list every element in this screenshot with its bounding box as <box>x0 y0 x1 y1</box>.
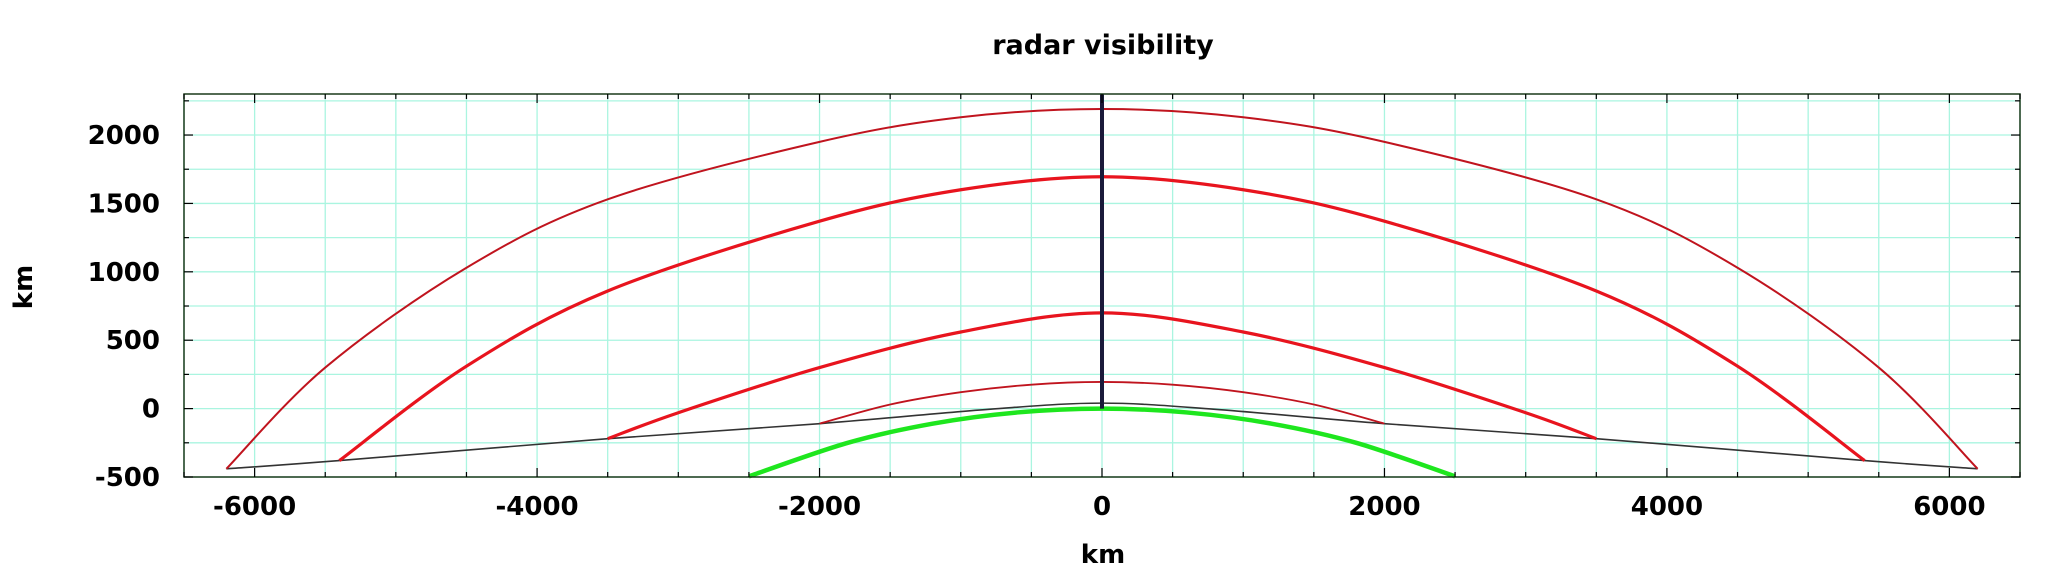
y-axis-label: km <box>9 265 39 309</box>
y-tick-label: 1500 <box>88 189 160 219</box>
x-tick-label: -6000 <box>213 492 296 522</box>
x-tick-label: -2000 <box>778 492 861 522</box>
x-tick-label: 2000 <box>1348 492 1420 522</box>
y-tick-label: 0 <box>142 395 160 425</box>
plot-area <box>225 94 1979 479</box>
y-tick-label: 2000 <box>88 121 160 151</box>
x-tick-label: 0 <box>1093 492 1111 522</box>
y-tick-label: -500 <box>95 463 160 493</box>
y-tick-label: 1000 <box>88 258 160 288</box>
x-axis-label: km <box>1081 540 1125 570</box>
x-tick-label: 4000 <box>1631 492 1703 522</box>
x-tick-label: -4000 <box>495 492 578 522</box>
y-tick-label: 500 <box>106 326 160 356</box>
x-axis: -6000 -4000 -2000 0 2000 4000 6000 <box>183 94 2021 522</box>
chart-title: radar visibility <box>992 30 1214 61</box>
y-axis: -500 0 500 1000 1500 2000 <box>88 100 2020 493</box>
x-tick-label: 6000 <box>1913 492 1985 522</box>
